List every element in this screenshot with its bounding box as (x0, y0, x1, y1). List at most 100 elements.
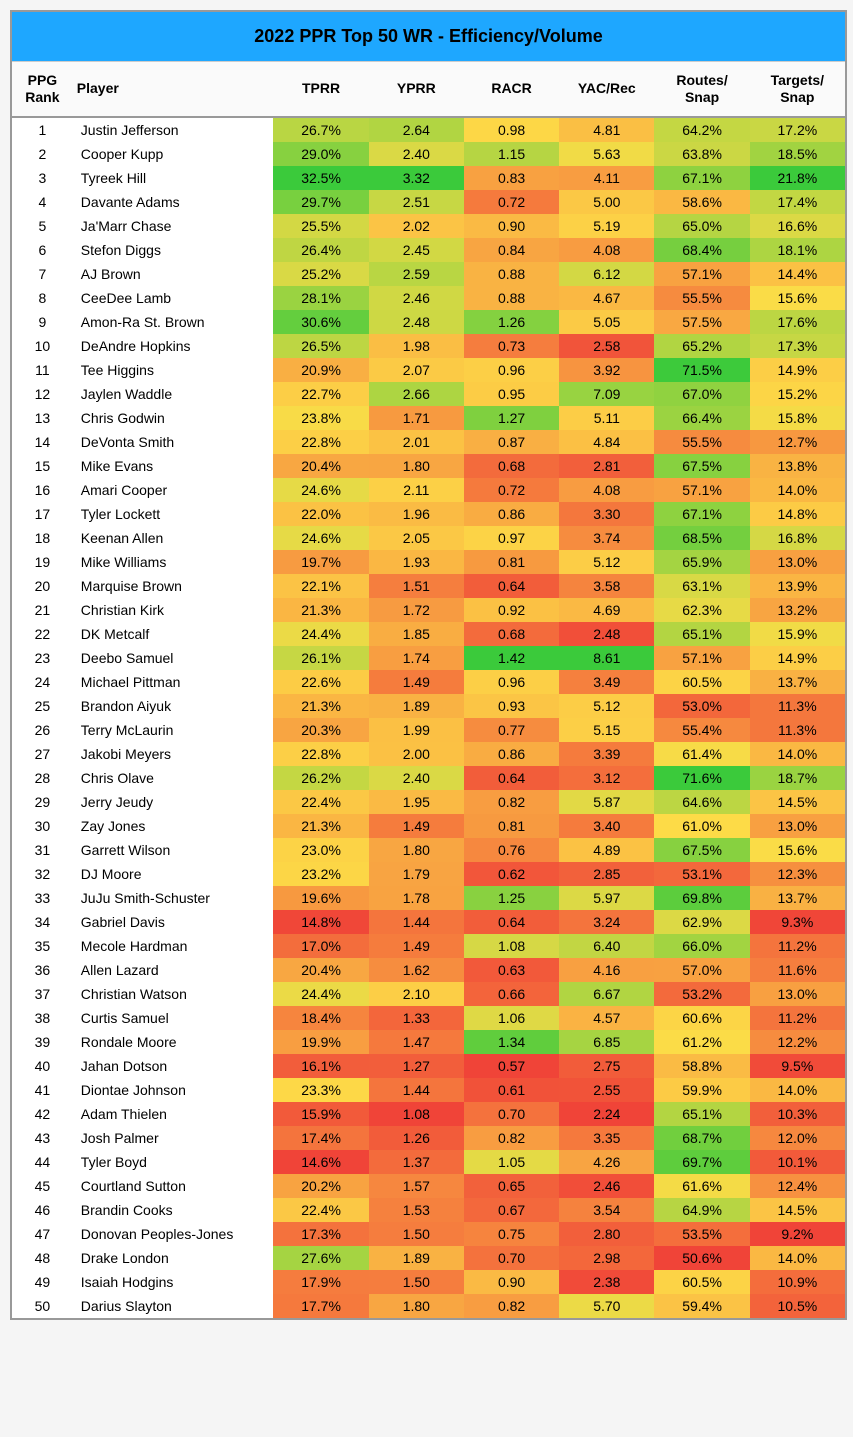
cell-targets: 9.3% (750, 910, 845, 934)
col-yacrec: YAC/Rec (559, 62, 654, 117)
cell-yac: 3.40 (559, 814, 654, 838)
table-container: 2022 PPR Top 50 WR - Efficiency/Volume P… (10, 10, 847, 1320)
cell-tprr: 25.2% (273, 262, 368, 286)
cell-racr: 0.81 (464, 550, 559, 574)
cell-routes: 65.9% (654, 550, 749, 574)
table-row: 34Gabriel Davis14.8%1.440.643.2462.9%9.3… (12, 910, 845, 934)
cell-rank: 19 (12, 550, 73, 574)
cell-yac: 2.58 (559, 334, 654, 358)
cell-tprr: 23.0% (273, 838, 368, 862)
wr-table: PPGRank Player TPRR YPRR RACR YAC/Rec Ro… (12, 62, 845, 1318)
cell-player: Jahan Dotson (73, 1054, 274, 1078)
cell-routes: 69.7% (654, 1150, 749, 1174)
cell-routes: 67.1% (654, 166, 749, 190)
cell-rank: 7 (12, 262, 73, 286)
cell-rank: 39 (12, 1030, 73, 1054)
cell-rank: 1 (12, 117, 73, 142)
cell-player: Brandon Aiyuk (73, 694, 274, 718)
cell-targets: 18.1% (750, 238, 845, 262)
cell-player: Zay Jones (73, 814, 274, 838)
cell-racr: 1.08 (464, 934, 559, 958)
cell-targets: 13.0% (750, 982, 845, 1006)
cell-racr: 1.25 (464, 886, 559, 910)
cell-routes: 63.1% (654, 574, 749, 598)
table-head: PPGRank Player TPRR YPRR RACR YAC/Rec Ro… (12, 62, 845, 117)
cell-yprr: 2.46 (369, 286, 464, 310)
cell-rank: 17 (12, 502, 73, 526)
cell-tprr: 21.3% (273, 694, 368, 718)
cell-yac: 5.15 (559, 718, 654, 742)
cell-tprr: 17.4% (273, 1126, 368, 1150)
cell-targets: 14.5% (750, 790, 845, 814)
cell-tprr: 26.7% (273, 117, 368, 142)
cell-yac: 3.24 (559, 910, 654, 934)
cell-player: AJ Brown (73, 262, 274, 286)
cell-targets: 10.5% (750, 1294, 845, 1318)
table-row: 32DJ Moore23.2%1.790.622.8553.1%12.3% (12, 862, 845, 886)
cell-tprr: 22.6% (273, 670, 368, 694)
cell-rank: 14 (12, 430, 73, 454)
cell-racr: 0.83 (464, 166, 559, 190)
cell-tprr: 23.3% (273, 1078, 368, 1102)
cell-targets: 11.3% (750, 718, 845, 742)
cell-yac: 2.85 (559, 862, 654, 886)
cell-yac: 8.61 (559, 646, 654, 670)
cell-targets: 9.2% (750, 1222, 845, 1246)
cell-player: Chris Godwin (73, 406, 274, 430)
cell-routes: 55.4% (654, 718, 749, 742)
table-row: 50Darius Slayton17.7%1.800.825.7059.4%10… (12, 1294, 845, 1318)
cell-rank: 5 (12, 214, 73, 238)
cell-yprr: 1.57 (369, 1174, 464, 1198)
cell-routes: 55.5% (654, 430, 749, 454)
table-body: 1Justin Jefferson26.7%2.640.984.8164.2%1… (12, 117, 845, 1318)
cell-yprr: 1.08 (369, 1102, 464, 1126)
cell-rank: 38 (12, 1006, 73, 1030)
table-row: 28Chris Olave26.2%2.400.643.1271.6%18.7% (12, 766, 845, 790)
cell-targets: 9.5% (750, 1054, 845, 1078)
cell-tprr: 24.6% (273, 526, 368, 550)
cell-tprr: 23.2% (273, 862, 368, 886)
cell-player: Amon-Ra St. Brown (73, 310, 274, 334)
cell-tprr: 23.8% (273, 406, 368, 430)
cell-targets: 17.3% (750, 334, 845, 358)
cell-racr: 0.90 (464, 1270, 559, 1294)
cell-rank: 12 (12, 382, 73, 406)
cell-targets: 11.6% (750, 958, 845, 982)
cell-player: DeAndre Hopkins (73, 334, 274, 358)
table-row: 36Allen Lazard20.4%1.620.634.1657.0%11.6… (12, 958, 845, 982)
cell-racr: 1.27 (464, 406, 559, 430)
cell-player: Mike Williams (73, 550, 274, 574)
cell-yprr: 1.99 (369, 718, 464, 742)
cell-targets: 14.5% (750, 1198, 845, 1222)
cell-routes: 60.5% (654, 670, 749, 694)
cell-tprr: 17.0% (273, 934, 368, 958)
table-row: 12Jaylen Waddle22.7%2.660.957.0967.0%15.… (12, 382, 845, 406)
cell-player: Tyreek Hill (73, 166, 274, 190)
cell-yprr: 1.72 (369, 598, 464, 622)
cell-rank: 26 (12, 718, 73, 742)
cell-tprr: 20.9% (273, 358, 368, 382)
cell-racr: 0.66 (464, 982, 559, 1006)
cell-racr: 0.96 (464, 358, 559, 382)
cell-targets: 13.2% (750, 598, 845, 622)
cell-racr: 0.75 (464, 1222, 559, 1246)
cell-routes: 57.5% (654, 310, 749, 334)
cell-rank: 29 (12, 790, 73, 814)
cell-targets: 21.8% (750, 166, 845, 190)
table-row: 13Chris Godwin23.8%1.711.275.1166.4%15.8… (12, 406, 845, 430)
cell-tprr: 30.6% (273, 310, 368, 334)
cell-yac: 4.89 (559, 838, 654, 862)
cell-yac: 4.57 (559, 1006, 654, 1030)
cell-routes: 67.5% (654, 838, 749, 862)
cell-player: Drake London (73, 1246, 274, 1270)
cell-yprr: 1.50 (369, 1270, 464, 1294)
cell-player: Amari Cooper (73, 478, 274, 502)
cell-player: Davante Adams (73, 190, 274, 214)
cell-yac: 4.16 (559, 958, 654, 982)
cell-player: Courtland Sutton (73, 1174, 274, 1198)
cell-racr: 0.64 (464, 910, 559, 934)
cell-yac: 6.67 (559, 982, 654, 1006)
cell-routes: 69.8% (654, 886, 749, 910)
cell-rank: 15 (12, 454, 73, 478)
cell-yac: 3.92 (559, 358, 654, 382)
